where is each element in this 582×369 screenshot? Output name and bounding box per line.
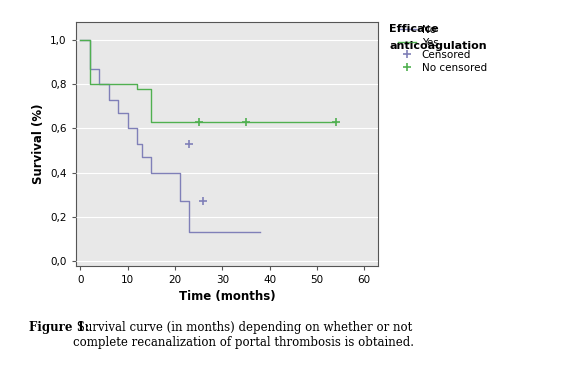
Text: Survival curve (in months) depending on whether or not
complete recanalization o: Survival curve (in months) depending on … <box>73 321 414 349</box>
X-axis label: Time (months): Time (months) <box>179 290 275 303</box>
Text: Figure 1:: Figure 1: <box>29 321 89 334</box>
Legend: No, Yes, Censored, No censored: No, Yes, Censored, No censored <box>396 23 489 75</box>
Text: anticoagulation: anticoagulation <box>389 41 487 51</box>
Text: Efficace: Efficace <box>389 24 439 34</box>
Y-axis label: Survival (%): Survival (%) <box>31 104 45 184</box>
